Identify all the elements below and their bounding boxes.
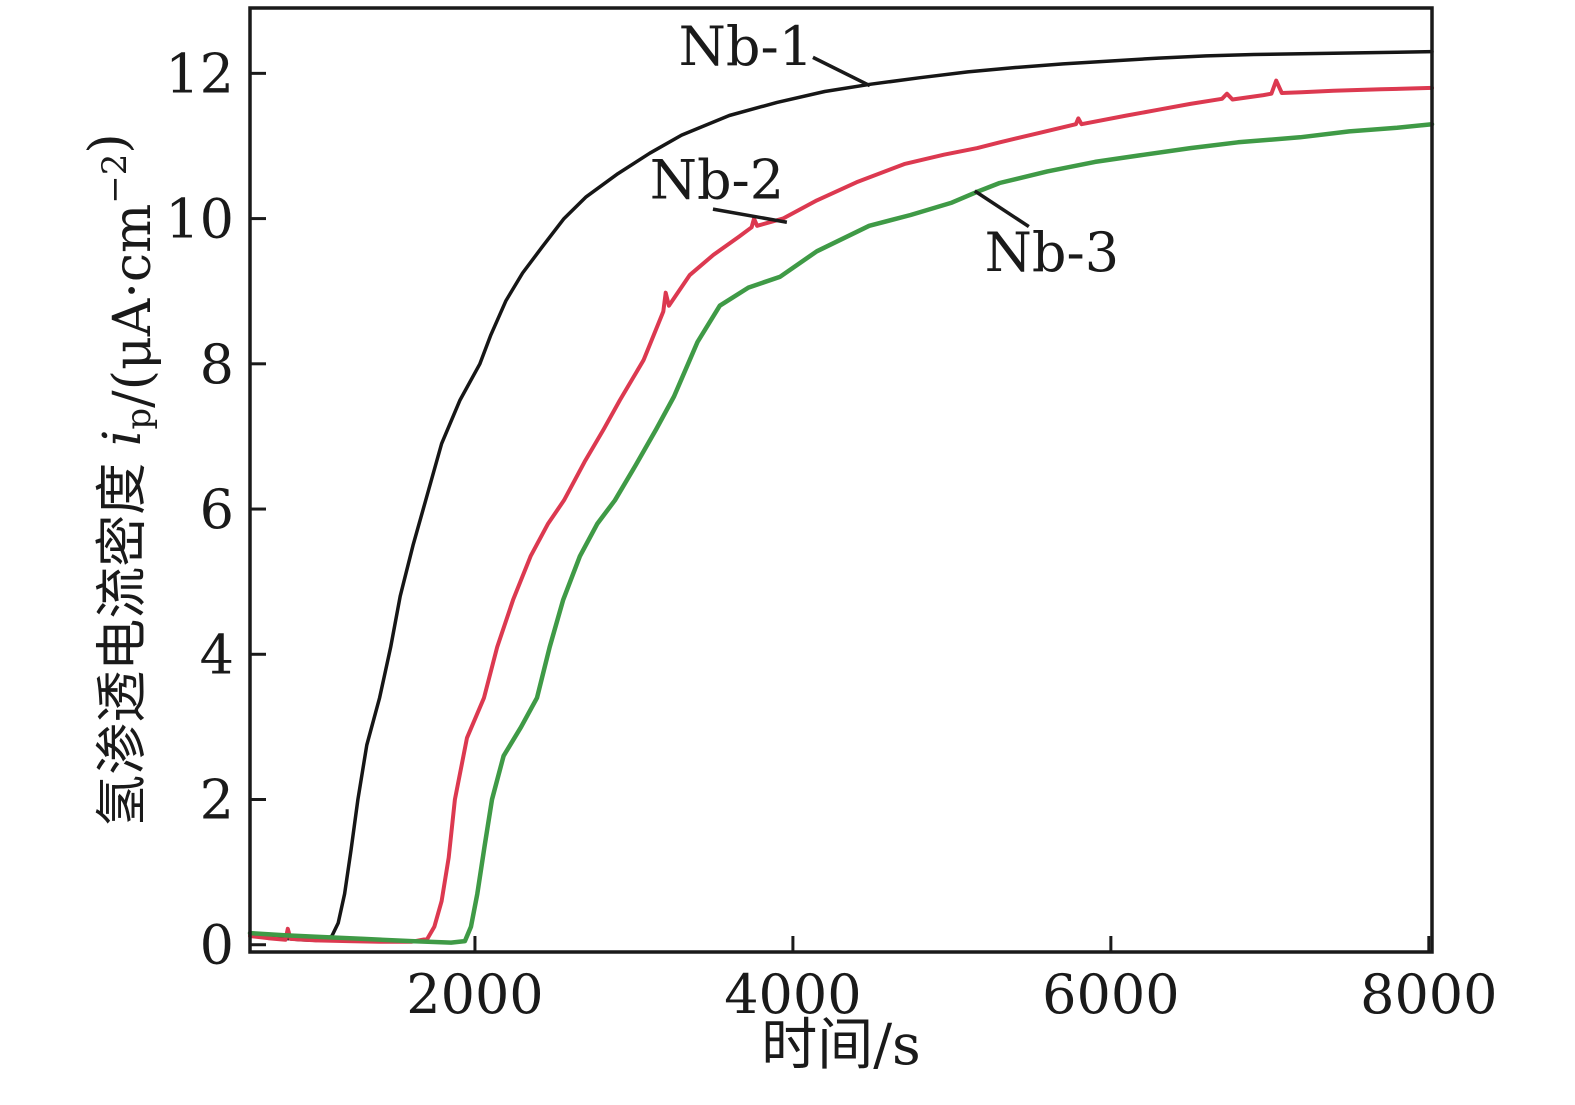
y-tick-label: 8: [200, 333, 234, 396]
curve-label-nb-2: Nb-2: [650, 148, 784, 211]
series-line-nb-1: [248, 49, 1434, 943]
x-tick-label: 8000: [1360, 963, 1497, 1026]
leader-line-nb-1: [812, 55, 871, 88]
series-line-nb-3: [247, 121, 1435, 945]
leader-line-nb-2: [712, 207, 788, 224]
y-axis-label: 氢渗透电流密度 ip/(μA·cm−2): [79, 133, 163, 826]
y-tick-label: 10: [165, 188, 234, 251]
series-line-nb-2: [248, 78, 1434, 944]
x-tick-label: 6000: [1042, 963, 1179, 1026]
plot-frame: [248, 6, 1434, 954]
curve-label-nb-1: Nb-1: [679, 15, 813, 78]
axis-tick-labels: 2000 4000 6000 8000 0 2 4 6 8 10 12: [165, 42, 1497, 1026]
curve-annotations: Nb-1 Nb-2 Nb-3: [650, 15, 1119, 284]
leader-line-nb-3: [973, 189, 1030, 229]
y-tick-label: 0: [200, 914, 234, 977]
x-tick-label: 4000: [724, 963, 861, 1026]
x-tick-label: 2000: [406, 963, 543, 1026]
y-tick-label: 4: [200, 623, 234, 686]
y-axis-label-text: 氢渗透电流密度 ip/(μA·cm−2): [79, 133, 163, 826]
y-tick-label: 2: [200, 769, 234, 832]
y-tick-label: 12: [165, 42, 234, 105]
x-axis-label: 时间/s: [761, 1013, 921, 1078]
y-tick-label: 6: [200, 478, 234, 541]
axis-ticks: [250, 71, 1431, 952]
series-lines: [247, 49, 1435, 945]
curve-label-nb-3: Nb-3: [985, 221, 1119, 284]
